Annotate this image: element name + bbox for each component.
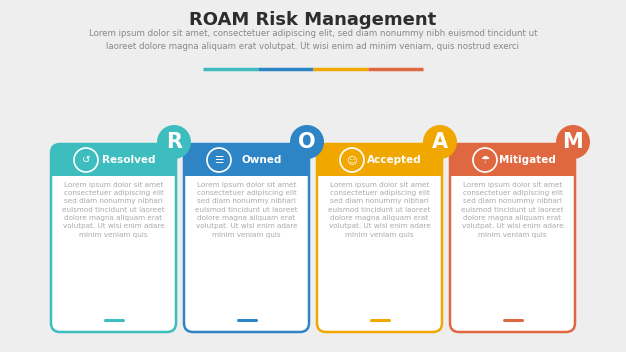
Text: ROAM Risk Management: ROAM Risk Management: [190, 11, 436, 29]
Circle shape: [556, 125, 590, 159]
Text: ☂: ☂: [480, 155, 490, 165]
Bar: [317, 160, 442, 176]
Circle shape: [160, 128, 188, 156]
Circle shape: [559, 128, 587, 156]
Circle shape: [157, 125, 191, 159]
FancyBboxPatch shape: [184, 144, 309, 176]
Text: R: R: [166, 132, 182, 152]
Circle shape: [293, 128, 321, 156]
Text: M: M: [563, 132, 583, 152]
Circle shape: [426, 128, 454, 156]
FancyBboxPatch shape: [51, 144, 176, 176]
Circle shape: [423, 125, 457, 159]
Text: Lorem ipsum dolor sit amet
consectetuer adipiscing elit
sed diam nonummy nibhari: Lorem ipsum dolor sit amet consectetuer …: [328, 182, 431, 238]
Text: Lorem ipsum dolor sit amet, consectetuer adipiscing elit, sed diam nonummy nibh : Lorem ipsum dolor sit amet, consectetuer…: [89, 29, 537, 51]
Circle shape: [290, 125, 324, 159]
Text: ☰: ☰: [214, 155, 223, 165]
FancyBboxPatch shape: [450, 144, 575, 332]
Text: Lorem ipsum dolor sit amet
consectetuer adipiscing elit
sed diam nonummy nibhari: Lorem ipsum dolor sit amet consectetuer …: [62, 182, 165, 238]
Text: ☺: ☺: [347, 155, 357, 165]
Text: A: A: [432, 132, 448, 152]
Text: ↺: ↺: [81, 155, 90, 165]
Text: Owned: Owned: [241, 155, 282, 165]
Bar: [184, 160, 309, 176]
FancyBboxPatch shape: [317, 144, 442, 176]
FancyBboxPatch shape: [317, 144, 442, 332]
Text: Lorem ipsum dolor sit amet
consectetuer adipiscing elit
sed diam nonummy nibhari: Lorem ipsum dolor sit amet consectetuer …: [195, 182, 298, 238]
Text: Mitigated: Mitigated: [499, 155, 556, 165]
FancyBboxPatch shape: [184, 144, 309, 332]
Bar: [51, 160, 176, 176]
Text: Accepted: Accepted: [367, 155, 422, 165]
Text: Lorem ipsum dolor sit amet
consectetuer adipiscing elit
sed diam nonummy nibhari: Lorem ipsum dolor sit amet consectetuer …: [461, 182, 564, 238]
Bar: [450, 160, 575, 176]
Text: Resolved: Resolved: [102, 155, 155, 165]
FancyBboxPatch shape: [51, 144, 176, 332]
Text: O: O: [298, 132, 316, 152]
FancyBboxPatch shape: [450, 144, 575, 176]
